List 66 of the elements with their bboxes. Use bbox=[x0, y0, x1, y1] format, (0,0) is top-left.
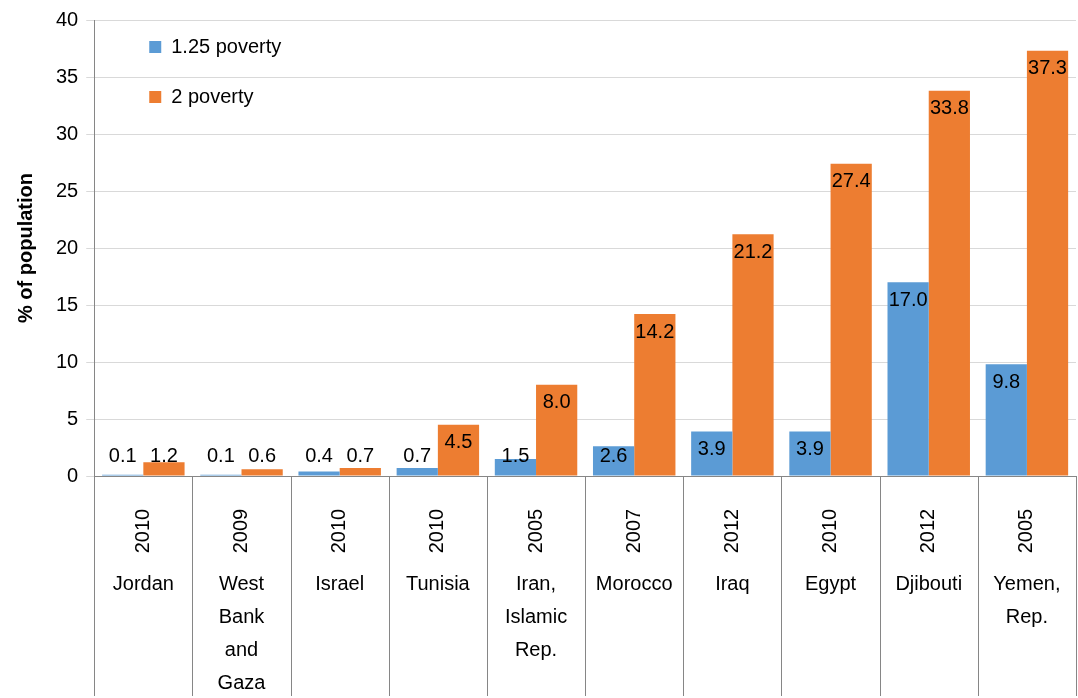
data-label: 17.0 bbox=[888, 287, 928, 310]
x-tick-label: Israel bbox=[315, 571, 365, 594]
x-tick-label: Egypt bbox=[804, 571, 857, 594]
legend-label: 2 poverty bbox=[171, 84, 254, 107]
data-label: 8.0 bbox=[542, 390, 571, 413]
data-label: 3.9 bbox=[697, 437, 726, 460]
text: 2010 bbox=[425, 508, 448, 554]
data-label: 9.8 bbox=[992, 369, 1021, 392]
y-tick-label: 0 bbox=[67, 463, 79, 486]
data-label: 4.5 bbox=[444, 430, 473, 453]
data-label: 0.7 bbox=[346, 443, 375, 466]
text: 2010 bbox=[130, 508, 153, 554]
bar bbox=[339, 468, 381, 476]
data-label: 0.7 bbox=[403, 443, 432, 466]
data-label: 0.1 bbox=[108, 443, 137, 466]
y-tick-label: 10 bbox=[56, 349, 79, 372]
text: 2010 bbox=[818, 508, 841, 554]
data-label: 1.2 bbox=[150, 443, 178, 466]
legend-label: 1.25 poverty bbox=[171, 34, 282, 57]
data-label: 0.1 bbox=[206, 443, 235, 466]
data-label: 0.6 bbox=[248, 443, 277, 466]
x-tick-label: Tunisia bbox=[405, 571, 471, 594]
x-tick-label: Iran, Islamic Rep. bbox=[504, 571, 568, 660]
bar bbox=[887, 282, 929, 476]
bar bbox=[1026, 50, 1069, 476]
x-tick-label: Morocco bbox=[595, 571, 673, 594]
x-tick-label: Iraq bbox=[715, 571, 750, 594]
y-tick-label: 15 bbox=[56, 292, 79, 315]
y-tick-label: 40 bbox=[56, 7, 79, 30]
data-label: 33.8 bbox=[929, 96, 969, 119]
bar bbox=[298, 471, 340, 476]
data-label: 0.4 bbox=[305, 443, 333, 466]
text: 2012 bbox=[719, 508, 742, 554]
text: 2005 bbox=[523, 508, 546, 554]
text: 2012 bbox=[916, 508, 939, 554]
x-tick-label: Jordan bbox=[112, 571, 174, 594]
bar bbox=[789, 431, 831, 476]
bar bbox=[928, 90, 970, 476]
data-label: 37.3 bbox=[1028, 56, 1067, 79]
y-tick-label: 30 bbox=[56, 121, 79, 144]
bar bbox=[241, 469, 283, 476]
x-tick-label: Yemen, Rep. bbox=[993, 571, 1061, 627]
text: 2007 bbox=[621, 508, 644, 554]
x-tick-label: Djibouti bbox=[895, 571, 963, 594]
x-tick-label: West Bank and Gaza bbox=[217, 571, 267, 693]
y-axis-title: % of population bbox=[13, 173, 36, 323]
y-tick-label: 35 bbox=[56, 64, 79, 87]
y-tick-label: 20 bbox=[56, 235, 79, 258]
data-label: 27.4 bbox=[831, 169, 871, 192]
bar bbox=[396, 468, 438, 476]
text: 2010 bbox=[327, 508, 350, 554]
bar bbox=[143, 462, 185, 476]
text: 2005 bbox=[1014, 508, 1037, 554]
data-label: 14.2 bbox=[635, 319, 675, 342]
bar bbox=[536, 384, 578, 476]
y-tick-label: 5 bbox=[67, 406, 79, 429]
data-label: 2.6 bbox=[599, 443, 628, 466]
data-label: 21.2 bbox=[733, 239, 773, 262]
data-label: 3.9 bbox=[796, 437, 824, 460]
bar bbox=[634, 314, 676, 476]
bar bbox=[437, 424, 480, 476]
bar bbox=[830, 163, 872, 476]
bar bbox=[985, 364, 1027, 476]
text: 2009 bbox=[229, 508, 252, 554]
bar bbox=[732, 234, 774, 476]
y-tick-label: 25 bbox=[56, 178, 79, 201]
